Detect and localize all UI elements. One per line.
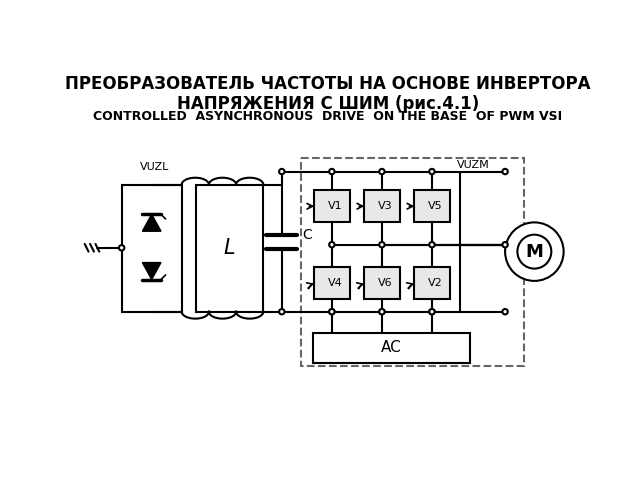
Text: V2: V2	[428, 278, 443, 288]
Circle shape	[329, 169, 335, 174]
Circle shape	[517, 235, 551, 269]
Text: V6: V6	[378, 278, 392, 288]
Text: L: L	[223, 238, 236, 258]
Circle shape	[502, 309, 508, 314]
Circle shape	[329, 309, 335, 314]
Text: VUZM: VUZM	[458, 160, 490, 170]
Bar	[314, 190, 350, 222]
Bar	[414, 190, 451, 222]
Bar	[196, 185, 263, 312]
Bar	[414, 267, 451, 300]
Circle shape	[429, 309, 435, 314]
Circle shape	[429, 242, 435, 247]
Text: AC: AC	[381, 340, 401, 355]
Polygon shape	[142, 214, 161, 231]
Circle shape	[119, 245, 124, 251]
Circle shape	[502, 242, 508, 247]
Text: CONTROLLED  ASYNCHRONOUS  DRIVE  ON THE BASE  OF PWM VSI: CONTROLLED ASYNCHRONOUS DRIVE ON THE BAS…	[93, 110, 563, 123]
Circle shape	[429, 309, 435, 314]
Text: VUZL: VUZL	[140, 162, 170, 171]
Text: C: C	[302, 228, 312, 242]
Circle shape	[329, 309, 335, 314]
Text: M: M	[525, 243, 543, 261]
Circle shape	[505, 222, 564, 281]
Bar	[122, 185, 182, 312]
Circle shape	[329, 242, 335, 247]
Text: V3: V3	[378, 201, 392, 211]
Circle shape	[429, 169, 435, 174]
Text: V5: V5	[428, 201, 442, 211]
Bar	[364, 190, 401, 222]
Circle shape	[380, 169, 385, 174]
Circle shape	[380, 309, 385, 314]
Bar	[314, 267, 350, 300]
Text: V4: V4	[328, 278, 342, 288]
Circle shape	[380, 309, 385, 314]
Text: ПРЕОБРАЗОВАТЕЛЬ ЧАСТОТЫ НА ОСНОВЕ ИНВЕРТОРА
НАПРЯЖЕНИЯ С ШИМ (рис.4.1): ПРЕОБРАЗОВАТЕЛЬ ЧАСТОТЫ НА ОСНОВЕ ИНВЕРТ…	[65, 74, 591, 113]
Circle shape	[502, 169, 508, 174]
Bar	[301, 158, 524, 366]
Bar	[312, 333, 470, 362]
Circle shape	[279, 169, 285, 174]
Circle shape	[380, 242, 385, 247]
Text: V1: V1	[328, 201, 342, 211]
Polygon shape	[142, 263, 161, 279]
Bar	[364, 267, 401, 300]
Circle shape	[279, 309, 285, 314]
